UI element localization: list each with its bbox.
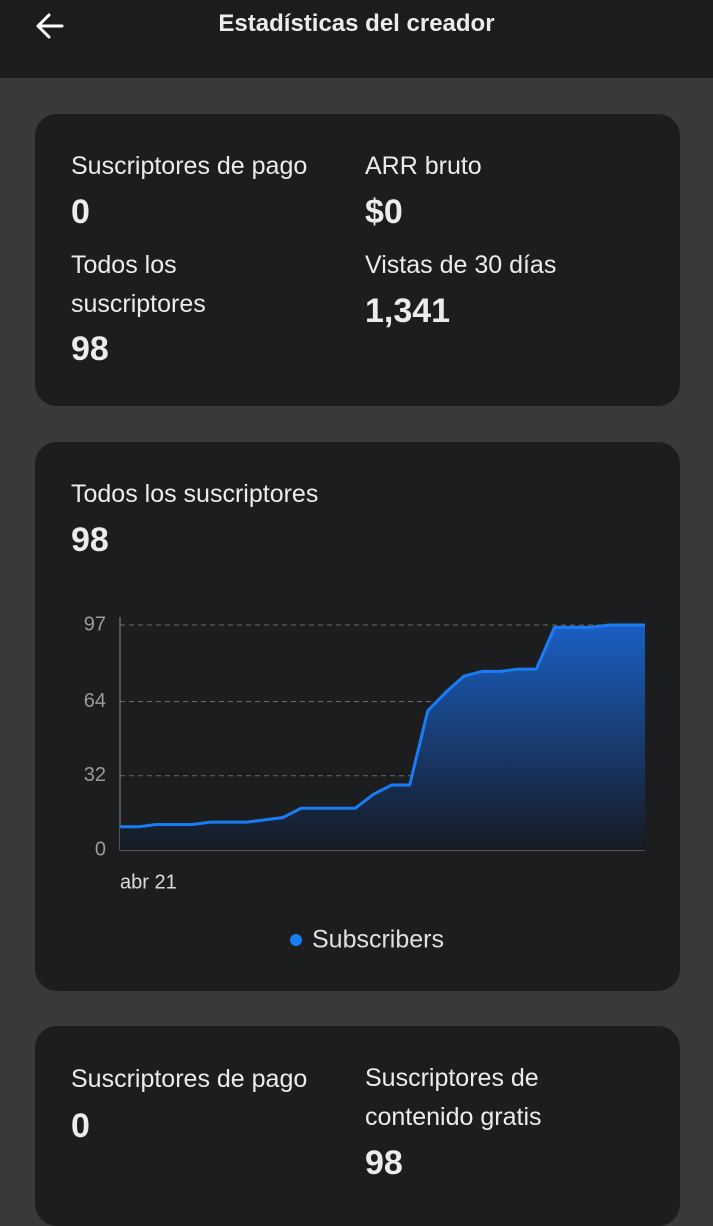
back-button[interactable] bbox=[34, 10, 66, 42]
stat-label: Suscriptores de pago bbox=[71, 1065, 308, 1093]
area-line bbox=[120, 623, 645, 829]
stat-value: 98 bbox=[365, 1144, 403, 1182]
stat-label: Vistas de 30 días bbox=[365, 251, 557, 279]
stat-value: 1,341 bbox=[365, 292, 451, 330]
chart-value: 98 bbox=[71, 521, 109, 559]
area-fill bbox=[120, 625, 645, 850]
y-tick-label: 97 bbox=[84, 613, 106, 635]
stat-label: Todos los suscriptores bbox=[71, 251, 206, 318]
summary-card: Suscriptores de pago 0 ARR bruto $0 Todo… bbox=[35, 114, 680, 406]
stat-label: Suscriptores de pago bbox=[71, 152, 308, 180]
legend-marker bbox=[290, 934, 302, 946]
stat-label: Suscriptores de contenido gratis bbox=[365, 1064, 542, 1131]
stat-value: 98 bbox=[71, 330, 109, 368]
chart: 0 32 64 97 abr 21 Subscribers bbox=[84, 613, 645, 954]
page-title: Estadísticas del creador bbox=[218, 10, 495, 37]
legend-label: Subscribers bbox=[312, 926, 444, 954]
y-tick-label: 0 bbox=[95, 838, 106, 860]
chart-label: Todos los suscriptores bbox=[71, 480, 319, 508]
stat-value: 0 bbox=[71, 193, 90, 231]
y-tick-label: 64 bbox=[84, 690, 106, 712]
y-tick-label: 32 bbox=[84, 764, 106, 786]
top-bar: Estadísticas del creador bbox=[0, 0, 713, 78]
x-tick-label: abr 21 bbox=[120, 871, 177, 893]
stat-value: $0 bbox=[365, 193, 403, 231]
stat-label: ARR bruto bbox=[365, 152, 482, 180]
chart-card: Todos los suscriptores 98 0 32 64 97 abr 21 S… bbox=[35, 442, 680, 991]
breakdown-card: Suscriptores de pago 0 Suscriptores de c… bbox=[35, 1026, 680, 1226]
stat-value: 0 bbox=[71, 1107, 90, 1145]
